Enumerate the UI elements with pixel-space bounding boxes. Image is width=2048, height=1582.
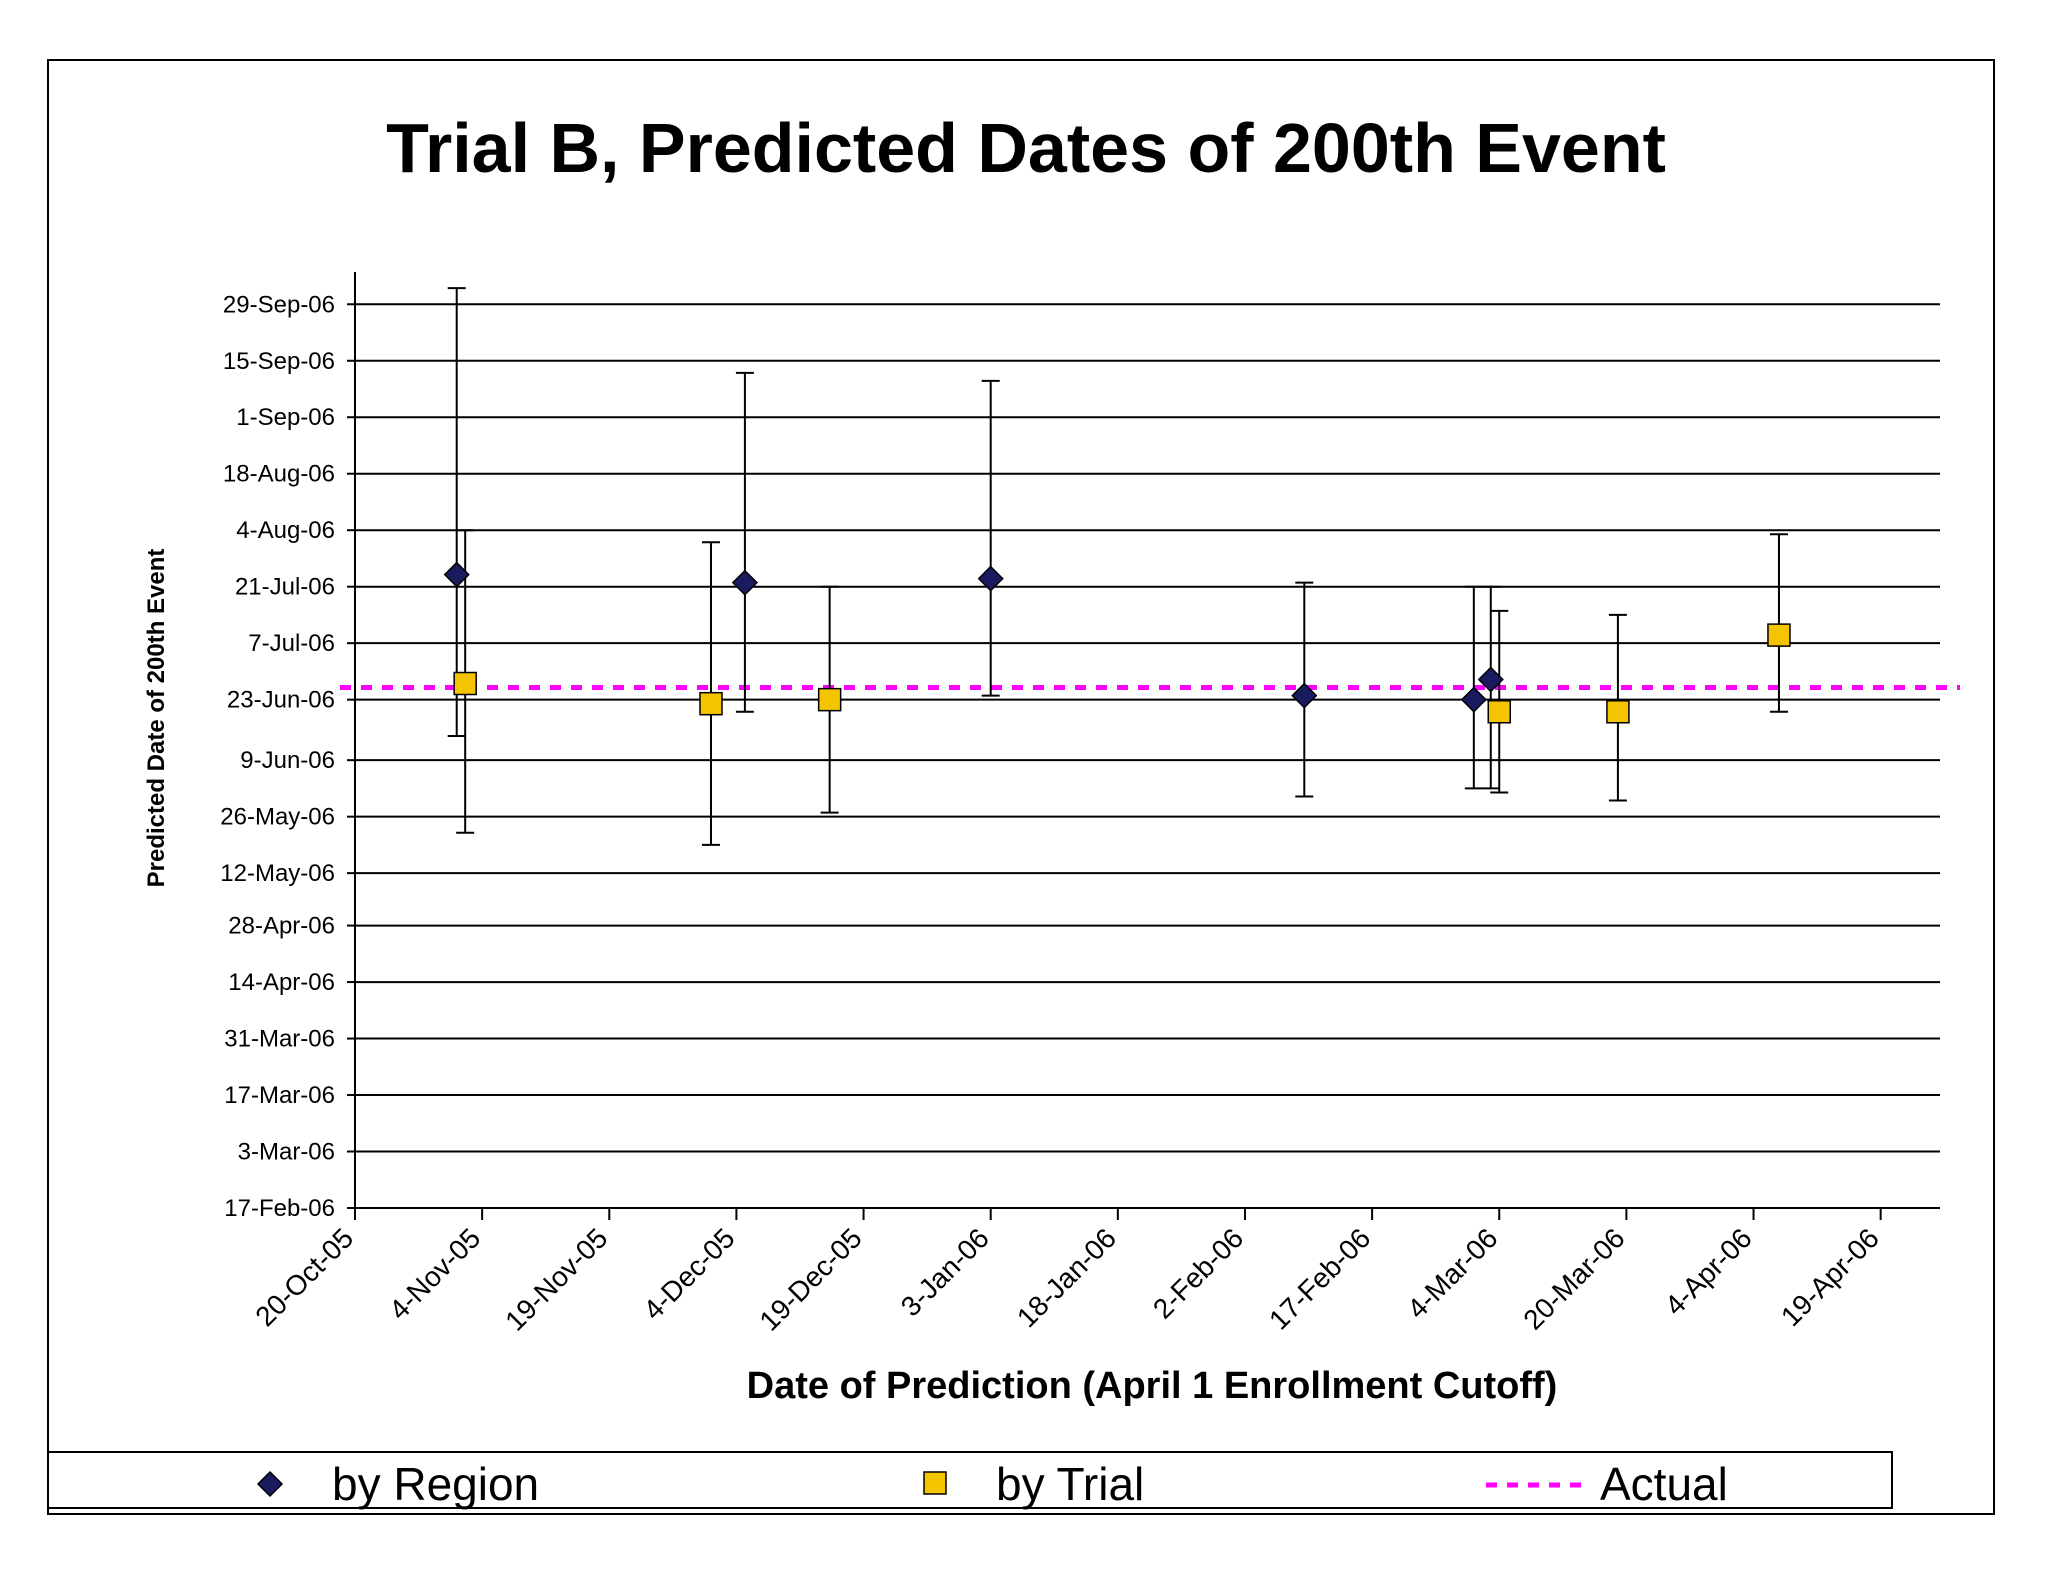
chart-frame [47,59,1995,1515]
trial-point [1487,700,1512,724]
region-point [977,565,1004,592]
legend-label-actual: Actual [1600,1458,1728,1510]
legend-square-marker [923,1471,947,1495]
y-tick-label: 28-Apr-06 [228,913,335,940]
y-tick-label: 21-Jul-06 [235,574,335,601]
region-point [443,561,470,588]
y-tick-label: 12-May-06 [220,860,335,887]
legend-item-by-trial: by Trial [923,1458,1144,1510]
legend-label-by-region: by Region [332,1458,539,1510]
legend-item-by-region: by Region [256,1458,539,1510]
y-tick-label: 3-Mar-06 [238,1139,335,1166]
y-tick-label: 26-May-06 [220,804,335,831]
trial-point [1606,700,1630,724]
y-tick-label: 7-Jul-06 [248,630,335,657]
region-point [731,569,758,596]
legend-box [47,1451,1893,1509]
y-tick-label: 17-Feb-06 [224,1195,335,1222]
trial-point [699,691,723,716]
y-tick-label: 1-Sep-06 [236,404,335,431]
trial-point [817,687,842,712]
y-tick-label: 29-Sep-06 [223,291,335,318]
y-tick-label: 14-Apr-06 [228,969,335,996]
legend-label-by-trial: by Trial [996,1458,1144,1510]
legend-item-actual: Actual [1486,1458,1728,1510]
y-tick-label: 4-Aug-06 [236,517,335,544]
chart-title: Trial B, Predicted Dates of 200th Event [386,109,1666,187]
trial-point [1767,623,1791,647]
y-tick-label: 15-Sep-06 [223,348,335,375]
y-axis-label: Predicted Date of 200th Event [143,549,170,888]
y-tick-label: 9-Jun-06 [240,747,335,774]
y-tick-label: 31-Mar-06 [224,1026,335,1053]
legend: by Region by Trial Actual [47,1451,1893,1510]
y-tick-label: 17-Mar-06 [224,1082,335,1109]
region-point [1477,666,1504,693]
legend-diamond-marker [256,1470,284,1498]
x-axis-label: Date of Prediction (April 1 Enrollment C… [747,1365,1558,1407]
trial-point [453,671,477,696]
y-tick-label: 18-Aug-06 [223,461,335,488]
y-tick-label: 23-Jun-06 [227,687,335,714]
region-point [1460,686,1487,713]
region-point [1291,682,1318,709]
